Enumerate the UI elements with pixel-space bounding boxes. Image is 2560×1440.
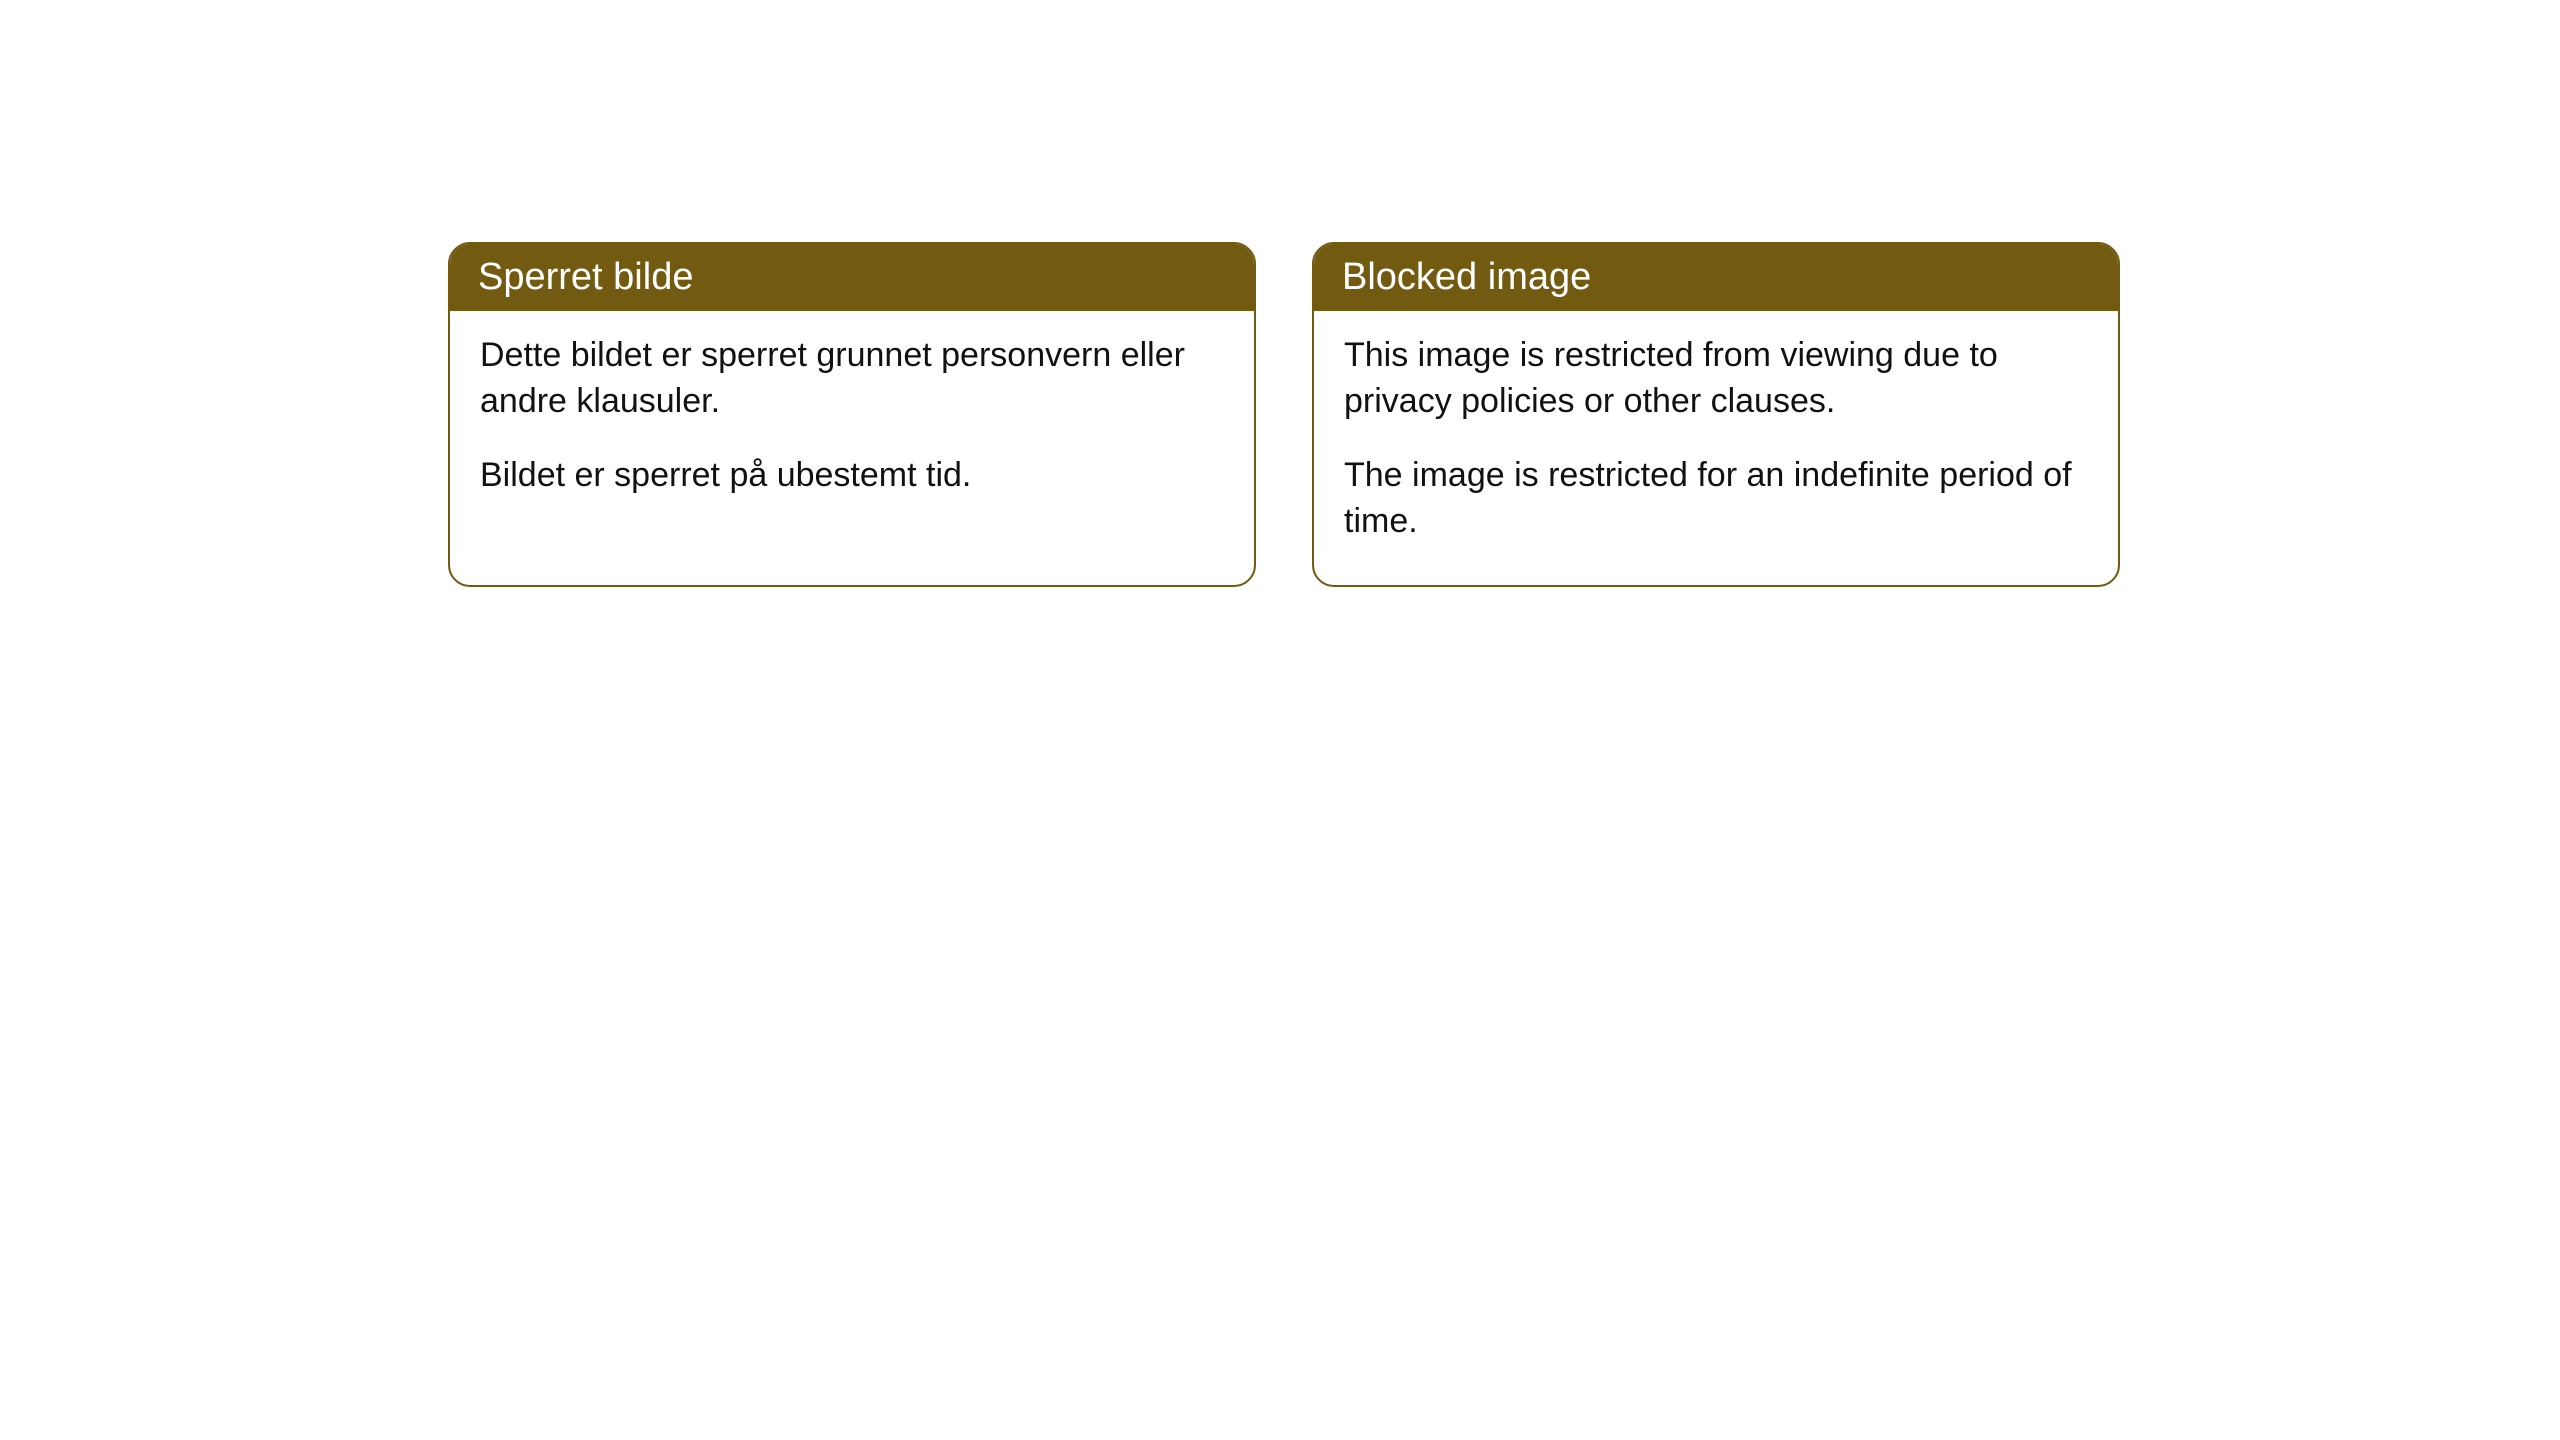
card-header: Sperret bilde: [450, 244, 1254, 311]
card-body: Dette bildet er sperret grunnet personve…: [450, 311, 1254, 539]
card-paragraph: The image is restricted for an indefinit…: [1344, 453, 2088, 545]
blocked-image-card-en: Blocked image This image is restricted f…: [1312, 242, 2120, 587]
notice-cards-container: Sperret bilde Dette bildet er sperret gr…: [448, 242, 2560, 587]
blocked-image-card-no: Sperret bilde Dette bildet er sperret gr…: [448, 242, 1256, 587]
card-paragraph: This image is restricted from viewing du…: [1344, 333, 2088, 425]
card-header: Blocked image: [1314, 244, 2118, 311]
card-paragraph: Bildet er sperret på ubestemt tid.: [480, 453, 1224, 499]
card-paragraph: Dette bildet er sperret grunnet personve…: [480, 333, 1224, 425]
card-body: This image is restricted from viewing du…: [1314, 311, 2118, 585]
